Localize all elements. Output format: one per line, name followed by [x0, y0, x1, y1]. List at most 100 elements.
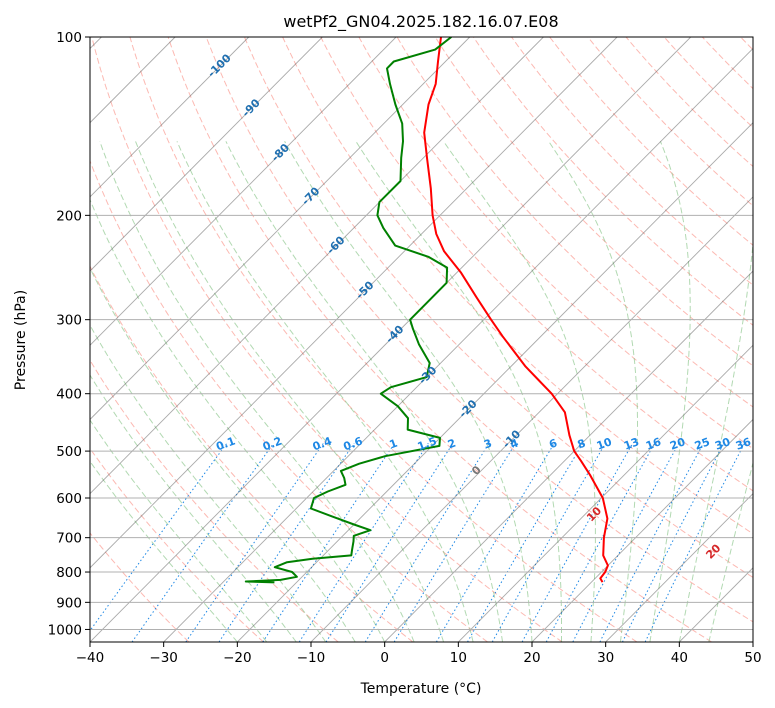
mixing-ratio-label: 0.1 — [214, 435, 237, 454]
moist-adiabat — [443, 141, 596, 642]
isotherm — [90, 37, 692, 642]
moist-adiabat — [90, 267, 356, 642]
dry-adiabat — [587, 37, 753, 207]
y-axis: 100 200 300 400 500 600 700 800 900 1000 — [48, 30, 90, 638]
dry-adiabat — [511, 37, 753, 286]
mixing-ratio-line — [262, 443, 396, 642]
mixing-ratio-line — [325, 443, 454, 642]
x-tick-label: 30 — [597, 650, 614, 666]
dry-adiabat — [320, 37, 753, 492]
isotherm-label: -60 — [324, 233, 347, 256]
mixing-ratio-label: 2 — [446, 437, 458, 452]
x-tick-label: 40 — [671, 650, 688, 666]
dry-adiabat — [90, 159, 488, 642]
dry-adiabat-label: 20 — [703, 541, 723, 561]
temperature-line — [423, 37, 609, 583]
isotherm-label: -70 — [299, 184, 322, 207]
profile-series — [244, 37, 609, 584]
x-tick-label: −20 — [223, 650, 252, 666]
x-tick-label: −30 — [149, 650, 178, 666]
mixing-ratio-label: 25 — [693, 435, 712, 452]
mixing-ratio-line — [298, 443, 429, 642]
mixing-ratio-label: 6 — [547, 436, 559, 451]
dry-adiabat — [90, 447, 264, 642]
mixing-ratio-line — [491, 443, 606, 642]
dry-adiabat — [358, 37, 753, 450]
isotherm — [90, 37, 471, 421]
isotherm — [531, 418, 753, 642]
dry-adiabat — [129, 37, 638, 642]
isotherm — [605, 492, 753, 642]
dry-adiabat-label: 10 — [584, 504, 604, 524]
y-axis-label: Pressure (hPa) — [13, 290, 29, 390]
isotherm-label: -30 — [416, 363, 439, 386]
moist-adiabat — [90, 374, 297, 642]
y-tick-label: 300 — [56, 313, 82, 329]
moist-adiabat — [90, 419, 268, 642]
mixing-ratio-line — [545, 443, 656, 642]
x-axis: −40 −30 −20 −10 0 10 20 30 40 50 — [76, 642, 762, 666]
x-axis-label: Temperature (°C) — [360, 681, 482, 697]
y-tick-label: 700 — [56, 531, 82, 547]
isotherm-label: -100 — [205, 51, 234, 80]
dry-adiabat — [243, 37, 753, 578]
mixing-ratio-label: 3 — [482, 437, 494, 452]
moist-adiabat — [284, 141, 533, 642]
mixing-ratio-line — [218, 443, 355, 642]
isotherm — [90, 37, 250, 198]
mixing-ratio-line — [364, 443, 490, 642]
mixing-ratio-label: 36 — [734, 435, 753, 453]
dry-adiabat — [434, 37, 753, 367]
moist-adiabat — [90, 198, 386, 642]
x-tick-label: −10 — [297, 650, 326, 666]
mixing-ratio-label: 0.6 — [342, 434, 365, 453]
dry-adiabat — [740, 37, 753, 51]
y-tick-label: 800 — [56, 565, 82, 581]
x-tick-label: −40 — [76, 650, 105, 666]
moist-adiabat — [135, 141, 445, 642]
mixing-ratio-label: 13 — [622, 435, 641, 452]
pressure-gridlines — [90, 37, 753, 630]
x-tick-label: 10 — [450, 650, 467, 666]
isotherm — [237, 122, 753, 642]
plot-frame — [89, 36, 754, 643]
isotherm — [310, 196, 753, 642]
mixing-ratio-line — [521, 443, 634, 642]
mixing-ratio-label: 1 — [388, 437, 400, 452]
isotherm — [90, 37, 397, 346]
mixing-ratio-line — [599, 443, 704, 642]
isotherm — [384, 270, 753, 642]
y-tick-label: 600 — [56, 491, 82, 507]
mixing-ratio-label: 10 — [595, 435, 614, 453]
isotherm-label: -40 — [383, 322, 406, 345]
y-tick-label: 1000 — [48, 622, 82, 638]
mixing-ratio-line — [467, 443, 584, 642]
mixing-ratio-line — [90, 442, 228, 632]
dewpoint-line — [244, 37, 452, 584]
dry-adiabat — [205, 37, 753, 623]
y-tick-label: 500 — [56, 444, 82, 460]
x-tick-label: 50 — [744, 650, 761, 666]
mixing-ratio-line — [644, 443, 746, 642]
dry-adiabat — [472, 37, 753, 326]
isotherm-label: -50 — [353, 278, 376, 301]
mixing-ratio-line — [185, 443, 324, 642]
isotherm — [458, 344, 753, 642]
mixing-ratio-line — [572, 443, 680, 642]
mixing-ratio-line — [435, 443, 555, 642]
dry-adiabat — [549, 37, 753, 246]
mixing-ratio-label: 30 — [713, 435, 732, 453]
x-tick-label: 0 — [380, 650, 389, 666]
mixing-ratio-label: 4 — [509, 436, 521, 451]
mixing-ratio-label: 0.4 — [311, 434, 334, 453]
isotherm — [90, 37, 618, 569]
mixing-ratio-label: 1.5 — [416, 435, 439, 454]
mixing-ratio-label: 8 — [576, 437, 588, 452]
isotherm — [90, 37, 323, 272]
x-tick-label: 20 — [523, 650, 540, 666]
dry-adiabat — [91, 37, 563, 642]
moist-adiabat — [176, 141, 474, 642]
isotherm — [90, 37, 544, 495]
mixing-ratio-label: 16 — [644, 435, 663, 453]
